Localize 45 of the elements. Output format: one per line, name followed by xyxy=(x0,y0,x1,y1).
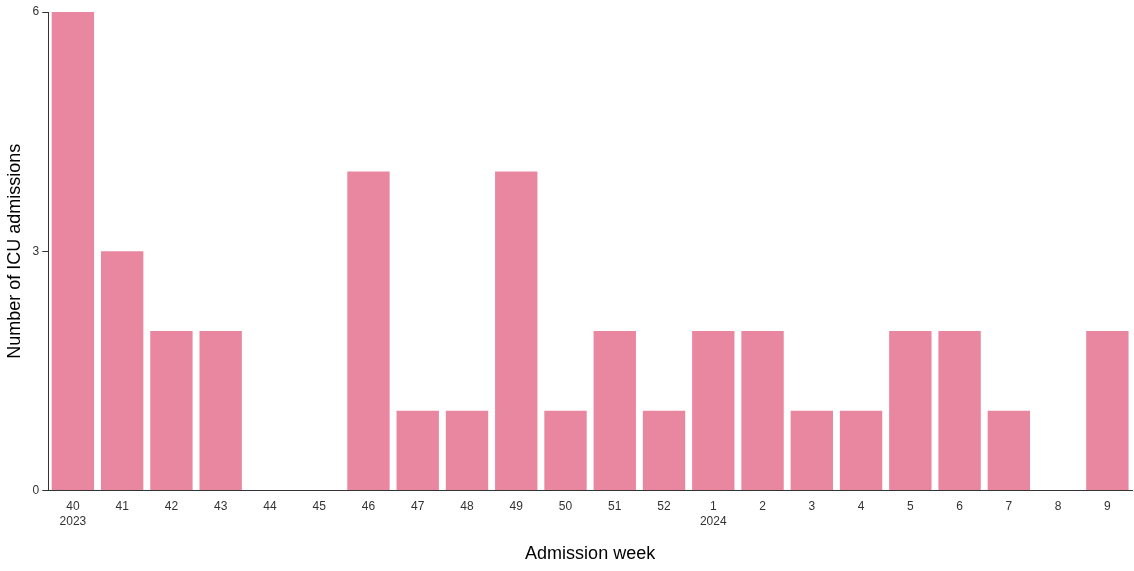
bar xyxy=(692,331,735,491)
x-tick-label: 8 xyxy=(1054,499,1062,514)
x-tick-label: 44 xyxy=(263,499,277,514)
bar xyxy=(544,410,587,491)
x-tick-label: 48 xyxy=(460,499,474,514)
y-axis-title: Number of ICU admissions xyxy=(3,143,24,359)
y-tick-label: 3 xyxy=(32,243,40,258)
bar xyxy=(199,331,242,491)
x-tick-label: 43 xyxy=(214,499,228,514)
bar xyxy=(642,410,686,491)
x-tick-label: 49 xyxy=(509,499,524,514)
y-tick-label: 0 xyxy=(32,482,40,497)
bar xyxy=(396,410,439,491)
x-tick-label: 6 xyxy=(956,499,964,514)
bar xyxy=(839,410,883,491)
bar xyxy=(1086,331,1129,491)
bar xyxy=(790,410,833,491)
x-tick-label: 4 xyxy=(857,499,865,514)
x-tick-label: 2 xyxy=(759,499,767,514)
bar xyxy=(445,410,489,491)
x-tick-label: 51 xyxy=(608,499,622,514)
y-tick-label: 6 xyxy=(32,4,40,19)
x-tick-label: 3 xyxy=(808,499,816,514)
x-tick-label: 1 2024 xyxy=(699,499,727,528)
bar xyxy=(150,331,193,491)
x-tick-label: 9 xyxy=(1104,499,1112,514)
x-tick-label: 46 xyxy=(361,499,376,514)
x-tick-label: 5 xyxy=(906,499,914,514)
bar xyxy=(495,171,538,491)
bar xyxy=(347,171,390,491)
bar xyxy=(938,331,981,491)
x-tick-label: 42 xyxy=(164,499,179,514)
x-tick-label: 50 xyxy=(558,499,573,514)
bar xyxy=(100,251,144,491)
x-tick-label: 47 xyxy=(411,499,425,514)
bar xyxy=(987,410,1031,491)
x-tick-label: 52 xyxy=(657,499,672,514)
bar xyxy=(593,331,636,491)
x-tick-label: 45 xyxy=(312,499,327,514)
x-axis-title: Admission week xyxy=(525,543,657,564)
x-tick-label: 41 xyxy=(115,499,130,514)
bar xyxy=(741,331,784,491)
x-tick-label: 40 2023 xyxy=(59,499,87,528)
bar xyxy=(889,331,932,491)
x-tick-label: 7 xyxy=(1005,499,1013,514)
